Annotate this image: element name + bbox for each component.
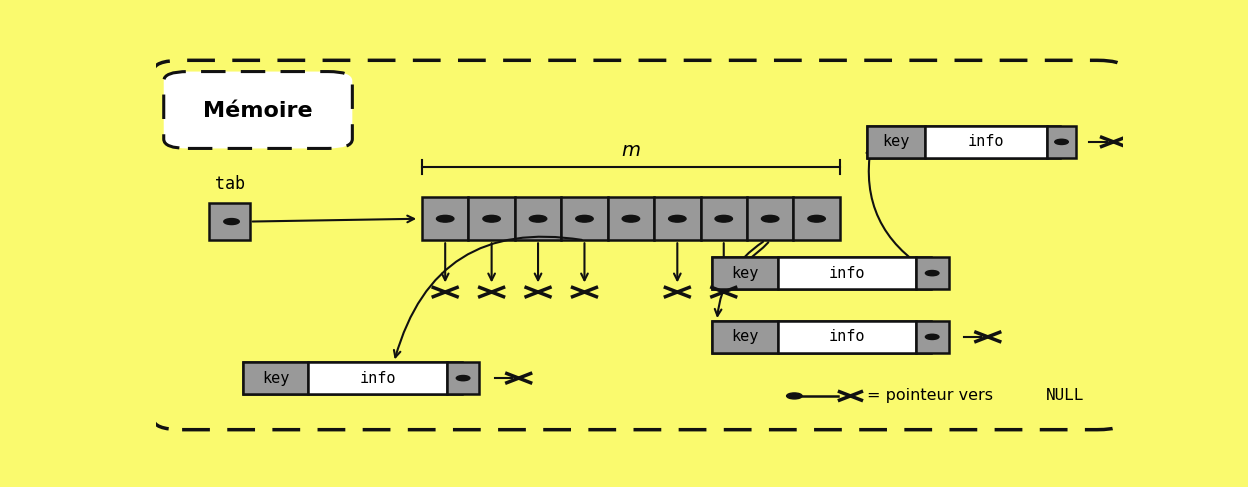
Bar (867, 126, 1061, 158)
Text: info: info (967, 134, 1005, 150)
Bar (916, 257, 948, 289)
Circle shape (529, 215, 547, 222)
Bar (700, 197, 748, 240)
Circle shape (457, 375, 469, 381)
Bar (748, 197, 794, 240)
Circle shape (669, 215, 686, 222)
Bar (515, 197, 562, 240)
Bar (713, 321, 931, 353)
Bar (713, 257, 931, 289)
Text: info: info (829, 329, 865, 344)
Bar (608, 197, 654, 240)
Bar (794, 197, 840, 240)
Text: tab: tab (215, 175, 245, 193)
Bar (916, 321, 948, 353)
Bar (422, 197, 468, 240)
Bar (713, 321, 778, 353)
Bar (210, 203, 250, 240)
Bar (562, 197, 608, 240)
Circle shape (926, 334, 938, 339)
Bar (925, 126, 1047, 158)
Bar (468, 197, 515, 240)
Circle shape (715, 215, 733, 222)
Text: key: key (731, 265, 759, 281)
Text: key: key (262, 371, 290, 386)
Text: key: key (882, 134, 910, 150)
Circle shape (623, 215, 639, 222)
Text: info: info (359, 371, 396, 386)
Bar (308, 362, 447, 394)
Circle shape (1055, 139, 1068, 145)
Bar (713, 257, 778, 289)
Circle shape (926, 270, 938, 276)
Text: info: info (829, 265, 865, 281)
Text: = pointeur vers: = pointeur vers (867, 389, 998, 403)
Circle shape (761, 215, 779, 222)
Bar (447, 362, 479, 394)
Circle shape (575, 215, 593, 222)
Circle shape (807, 215, 825, 222)
Bar (243, 362, 308, 394)
Circle shape (786, 393, 802, 399)
Bar (1047, 126, 1076, 158)
Bar (654, 197, 700, 240)
Circle shape (223, 219, 240, 225)
Circle shape (483, 215, 500, 222)
Text: $m$: $m$ (622, 141, 640, 160)
Text: key: key (731, 329, 759, 344)
Circle shape (437, 215, 454, 222)
Bar (867, 126, 925, 158)
Bar (778, 321, 916, 353)
Text: NULL: NULL (1046, 389, 1085, 403)
Text: Mémoire: Mémoire (202, 101, 312, 121)
FancyBboxPatch shape (154, 60, 1126, 430)
Bar (778, 257, 916, 289)
Bar (243, 362, 462, 394)
FancyBboxPatch shape (163, 72, 352, 149)
